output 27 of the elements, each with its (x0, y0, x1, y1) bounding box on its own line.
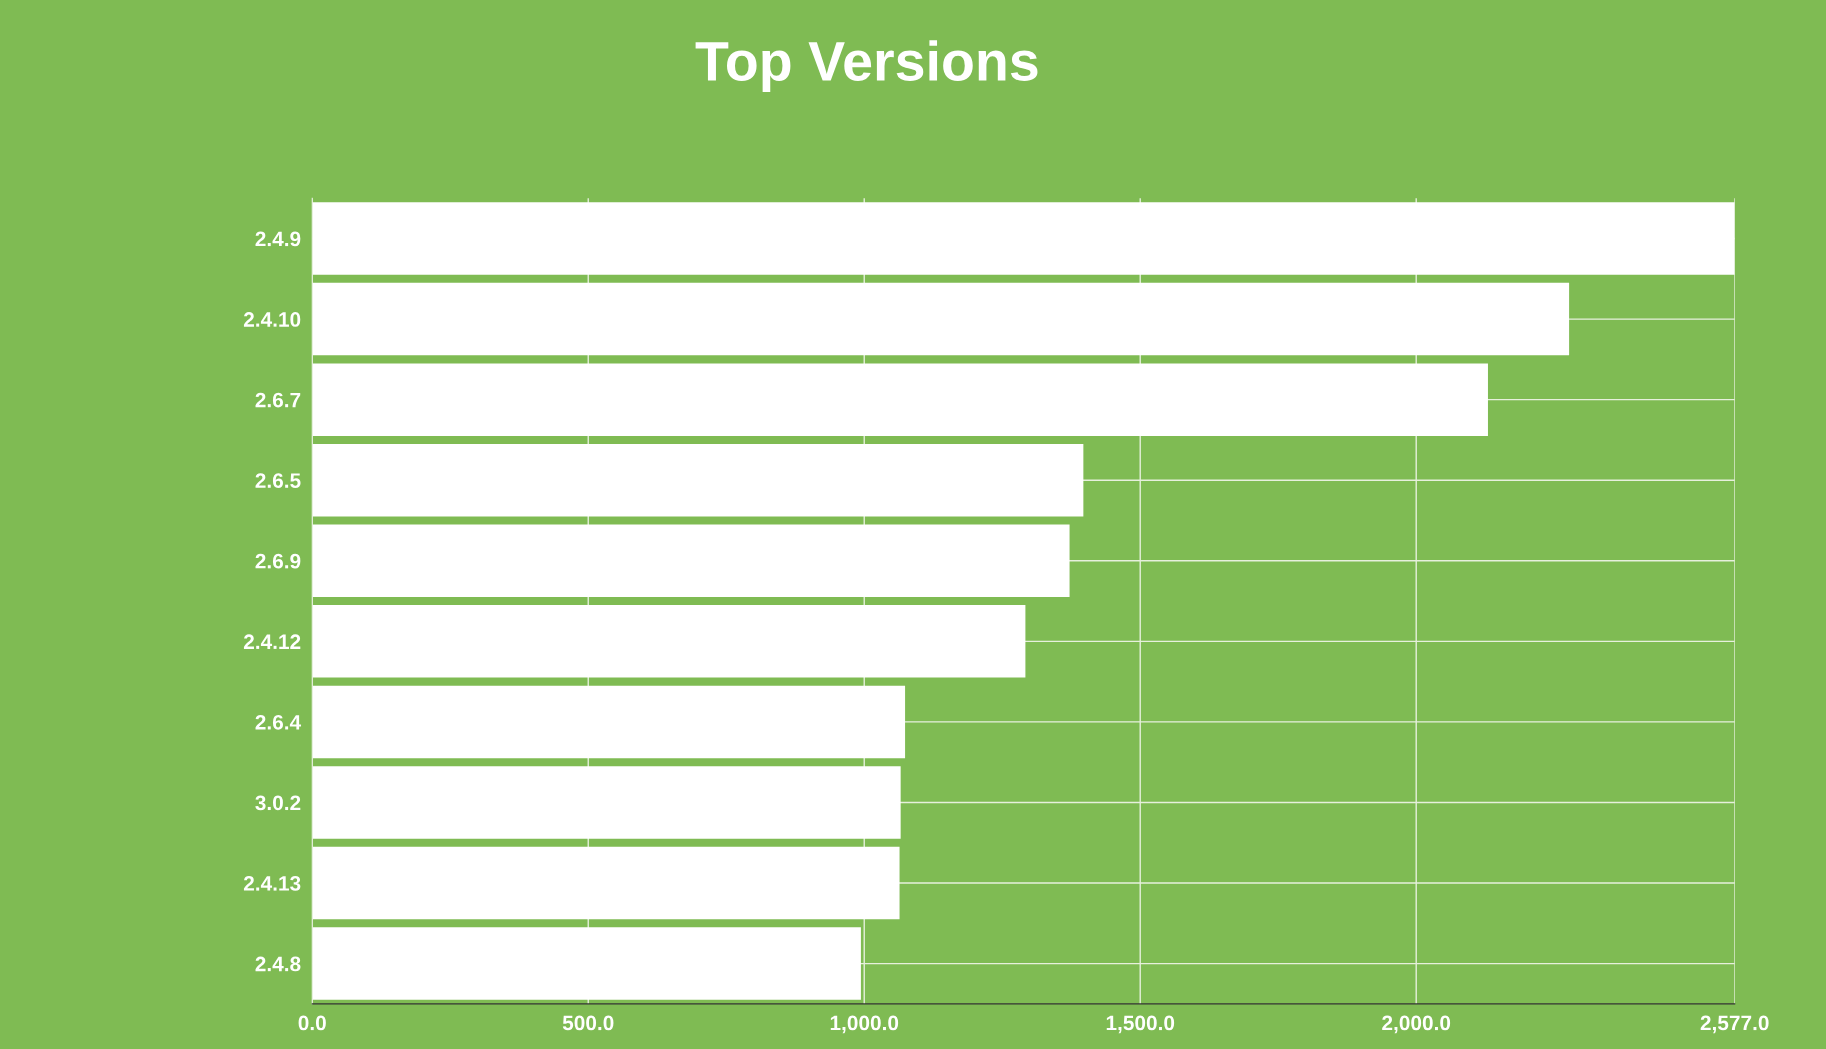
y-tick-label: 2.6.9 (255, 553, 301, 569)
bar (312, 363, 1488, 436)
chart-title: Top Versions (695, 40, 1038, 92)
y-tick-label: 2.4.12 (243, 634, 301, 649)
y-tick-label: 2.6.5 (255, 473, 301, 488)
y-tick-label: 3.0.2 (255, 795, 301, 811)
y-tick-label: 2.4.10 (243, 312, 301, 327)
x-tick-label: 2,577.0 (1700, 1015, 1769, 1034)
y-tick-label: 2.6.7 (255, 392, 301, 408)
y-tick-label: 2.6.4 (255, 714, 302, 730)
x-tick-label: 1,000.0 (830, 1015, 899, 1034)
bar (312, 282, 1570, 356)
bar (312, 524, 1070, 598)
bar (312, 202, 1735, 275)
bar (312, 443, 1084, 517)
y-tick-label: 2.4.9 (255, 231, 301, 247)
x-tick-label: 0.0 (298, 1015, 326, 1031)
y-tick-label: 2.4.8 (255, 956, 301, 972)
bar (312, 605, 1026, 678)
x-tick-label: 2,000.0 (1382, 1015, 1451, 1034)
x-tick-label: 1,500.0 (1106, 1015, 1175, 1034)
y-tick-label: 2.4.13 (243, 876, 301, 891)
bar (312, 685, 906, 759)
x-tick-label: 500.0 (562, 1015, 614, 1031)
bar (312, 766, 901, 839)
bar (312, 927, 861, 1000)
bar (312, 846, 900, 920)
